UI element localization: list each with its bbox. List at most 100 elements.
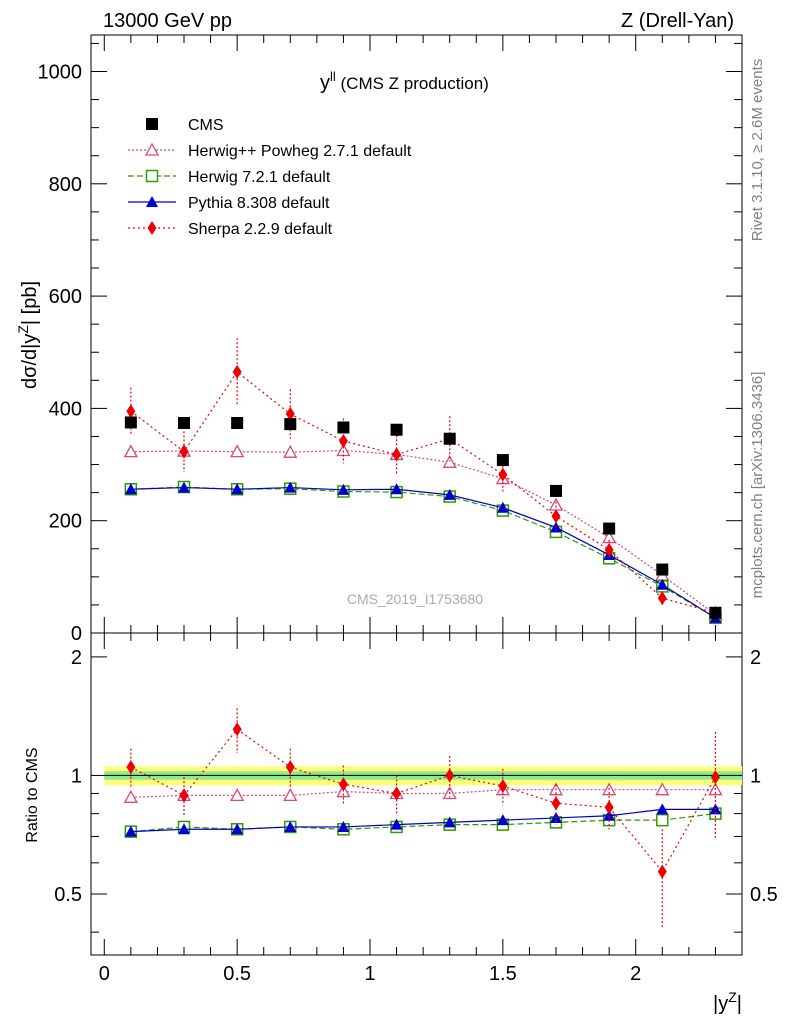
ratio-series bbox=[123, 708, 723, 928]
main-series bbox=[124, 416, 722, 619]
x-tick-label: 2 bbox=[630, 963, 641, 985]
ratio-point bbox=[126, 760, 136, 775]
main-point bbox=[337, 421, 350, 434]
ratio-point bbox=[604, 800, 614, 815]
ratio-point bbox=[178, 823, 190, 835]
main-point bbox=[656, 563, 669, 576]
main-point bbox=[284, 418, 297, 431]
main-point bbox=[443, 432, 456, 445]
y-tick-label-ratio-right: 0.5 bbox=[750, 884, 778, 906]
x-axis-label: |yZ| bbox=[713, 989, 742, 1015]
x-tick-label: 1.5 bbox=[489, 963, 517, 985]
legend-marker bbox=[145, 169, 159, 183]
side-text-bottom: mcplots.cern.ch [arXiv:1306.3436] bbox=[749, 372, 766, 599]
ratio-panel-frame bbox=[90, 632, 743, 956]
y-tick-label-main: 1000 bbox=[38, 61, 83, 83]
main-point bbox=[231, 483, 244, 495]
main-point bbox=[126, 404, 136, 419]
ratio-point bbox=[338, 777, 348, 792]
ratio-series-line bbox=[130, 789, 716, 798]
main-point bbox=[284, 481, 297, 493]
main-point bbox=[231, 416, 244, 429]
header-left: 13000 GeV pp bbox=[103, 10, 232, 32]
main-point bbox=[123, 444, 138, 458]
main-series-line bbox=[130, 449, 716, 615]
legend-marker bbox=[146, 118, 158, 130]
main-series-line bbox=[130, 486, 716, 619]
y-tick-label-ratio-right: 2 bbox=[750, 647, 761, 669]
y-tick-label-ratio: 1 bbox=[71, 765, 82, 787]
legend-marker bbox=[144, 142, 160, 156]
ratio-point bbox=[179, 788, 189, 803]
ratio-point bbox=[498, 779, 508, 794]
ratio-point bbox=[657, 864, 667, 879]
legend-label: CMS bbox=[188, 117, 224, 134]
ratio-point bbox=[551, 796, 561, 811]
legend-label: Pythia 8.308 default bbox=[188, 195, 330, 212]
main-point bbox=[602, 530, 617, 544]
ratio-point bbox=[445, 768, 455, 783]
ratio-series-line bbox=[130, 813, 716, 833]
main-point bbox=[604, 542, 614, 557]
ratio-point bbox=[283, 788, 298, 802]
ratio-point bbox=[656, 803, 669, 815]
panel-title: yll (CMS Z production) bbox=[320, 69, 489, 94]
main-point bbox=[551, 509, 561, 524]
legend-label: Herwig 7.2.1 default bbox=[188, 169, 331, 186]
ratio-point bbox=[285, 760, 295, 775]
ratio-point bbox=[124, 825, 137, 837]
main-point bbox=[443, 488, 456, 500]
ratio-point bbox=[390, 818, 403, 830]
y-tick-label-ratio: 0.5 bbox=[54, 884, 82, 906]
ratio-point bbox=[443, 816, 456, 828]
ratio-point bbox=[655, 782, 670, 796]
main-point bbox=[178, 481, 190, 493]
main-point bbox=[657, 591, 667, 606]
main-point bbox=[390, 483, 403, 495]
main-point bbox=[656, 578, 669, 590]
ratio-point bbox=[232, 722, 242, 737]
main-series-line bbox=[130, 371, 716, 614]
ratio-series bbox=[123, 782, 723, 803]
ratio-series bbox=[126, 708, 720, 928]
main-point bbox=[124, 416, 137, 429]
main-point bbox=[496, 501, 509, 513]
main-point bbox=[230, 444, 245, 458]
legend: CMS Herwig++ Powheg 2.7.1 default Herwig 7… bbox=[128, 117, 412, 238]
main-point bbox=[285, 407, 295, 422]
main-series bbox=[126, 338, 720, 620]
y-tick-label-main: 800 bbox=[49, 174, 82, 196]
y-tick-label-main: 600 bbox=[49, 286, 82, 308]
main-point bbox=[603, 522, 616, 535]
ratio-point bbox=[231, 823, 244, 835]
main-point bbox=[124, 483, 137, 495]
main-point bbox=[390, 423, 403, 436]
ratio-point bbox=[656, 813, 669, 827]
main-point bbox=[232, 364, 242, 379]
legend-marker bbox=[146, 196, 158, 207]
ratio-point bbox=[603, 809, 616, 821]
ratio-point bbox=[496, 814, 509, 826]
main-point bbox=[442, 454, 457, 468]
main-point bbox=[550, 484, 562, 497]
ratio-point bbox=[230, 788, 245, 802]
main-point bbox=[179, 444, 189, 459]
ratio-point bbox=[284, 820, 297, 832]
main-point bbox=[548, 497, 564, 511]
ratio-ylabel: Ratio to CMS bbox=[24, 747, 41, 842]
legend-entry: CMS bbox=[146, 117, 224, 134]
side-text-top: Rivet 3.1.10, ≥ 2.6M events bbox=[749, 59, 766, 242]
legend-label: Herwig++ Powheg 2.7.1 default bbox=[188, 143, 412, 160]
main-point bbox=[337, 483, 350, 495]
y-tick-label-ratio: 2 bbox=[71, 647, 82, 669]
x-tick-label: 0 bbox=[99, 963, 110, 985]
y-tick-label-main: 200 bbox=[49, 511, 82, 533]
ratio-series bbox=[124, 803, 722, 837]
legend-label: Sherpa 2.2.9 default bbox=[188, 221, 333, 238]
main-point bbox=[283, 444, 298, 458]
y-tick-label-main: 400 bbox=[49, 398, 82, 420]
main-point bbox=[709, 606, 722, 619]
legend-entry: Sherpa 2.2.9 default bbox=[128, 221, 333, 238]
main-point bbox=[338, 433, 348, 448]
